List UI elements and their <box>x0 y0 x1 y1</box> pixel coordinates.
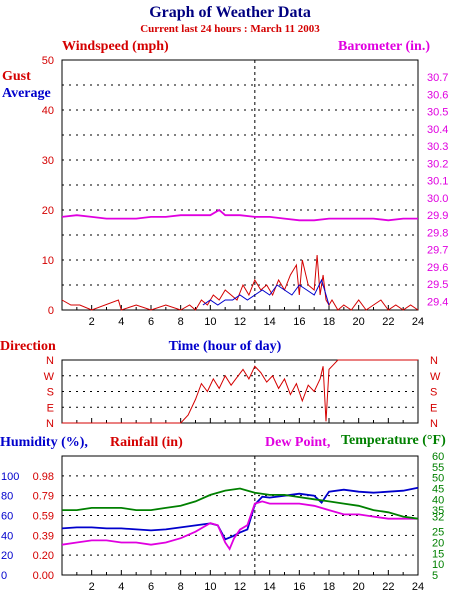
humidity-series <box>61 486 419 541</box>
humidity-y-tick-label: 40 <box>1 530 13 542</box>
temperature-label: Temperature (°F) <box>341 433 446 448</box>
humidity-panel-x-tick-label: 24 <box>412 581 424 593</box>
humidity-y-tick-label: 100 <box>1 471 19 483</box>
humidity-panel-x-tick-label: 22 <box>382 581 394 593</box>
barometer-y-tick-label: 30.1 <box>427 176 448 188</box>
wind-y-tick-label: 30 <box>42 155 54 167</box>
rainfall-y-tick-label: 0.79 <box>33 491 54 503</box>
barometer-y-tick-label: 29.6 <box>427 262 448 274</box>
barometer-y-tick-label: 30.5 <box>427 107 448 119</box>
wind-panel-x-tick-label: 12 <box>234 316 246 328</box>
temperature-series <box>62 487 419 520</box>
temperature-y-tick-label: 45 <box>432 483 444 495</box>
direction-left-tick-label: N <box>46 418 54 430</box>
barometer-label: Barometer (in.) <box>338 39 430 54</box>
rainfall-y-tick-label: 0.98 <box>33 471 54 483</box>
temperature-y-tick-label: 35 <box>432 505 444 517</box>
direction-right-tick-label: E <box>430 402 437 414</box>
humidity-panel-x-tick-label: 4 <box>118 581 124 593</box>
rainfall-label: Rainfall (in) <box>110 435 183 450</box>
wind-panel-x-tick-label: 24 <box>412 316 424 328</box>
direction-right-tick-label: N <box>430 355 438 367</box>
barometer-y-tick-label: 30.6 <box>427 89 448 101</box>
barometer-y-tick-label: 29.7 <box>427 245 448 257</box>
humidity-panel-x-tick-label: 6 <box>148 581 154 593</box>
humidity-panel-x-tick-label: 8 <box>178 581 184 593</box>
wind-panel-x-tick-label: 6 <box>148 316 154 328</box>
humidity-panel-x-tick-label: 10 <box>204 581 216 593</box>
direction-right-tick-label: S <box>430 387 437 399</box>
wind-panel-x-tick-label: 18 <box>323 316 335 328</box>
direction-left-tick-label: S <box>47 387 54 399</box>
direction-right-tick-label: N <box>430 418 438 430</box>
barometer-y-tick-label: 29.9 <box>427 210 448 222</box>
time-axis-label: Time (hour of day) <box>169 339 282 354</box>
humidity-y-tick-label: 20 <box>1 550 13 562</box>
barometer-y-tick-label: 29.4 <box>427 296 448 308</box>
temperature-y-tick-label: 40 <box>432 494 444 506</box>
barometer-y-tick-label: 30.7 <box>427 72 448 84</box>
dewpoint-label: Dew Point, <box>265 435 330 450</box>
wind-panel-x-tick-label: 22 <box>382 316 394 328</box>
gust-legend: Gust <box>2 69 31 84</box>
wind-y-tick-label: 10 <box>42 255 54 267</box>
temperature-y-tick-label: 50 <box>432 473 444 485</box>
humidity-panel-x-tick-label: 12 <box>234 581 246 593</box>
humidity-y-tick-label: 60 <box>1 511 13 523</box>
plot-area: 2 4 6 8 10 12 14 16 18 20 22 240102030405029.429.52… <box>1 55 448 593</box>
temperature-y-tick-label: 55 <box>432 462 444 474</box>
rainfall-y-tick-label: 0.59 <box>33 511 54 523</box>
direction-left-tick-label: N <box>46 355 54 367</box>
temperature-y-tick-label: 5 <box>432 570 438 582</box>
direction-series <box>62 359 418 424</box>
chart-subtitle: Current last 24 hours : March 11 2003 <box>140 23 320 35</box>
wind-panel-x-tick-label: 4 <box>118 316 124 328</box>
humidity-y-tick-label: 80 <box>1 491 13 503</box>
barometer-series <box>61 208 418 222</box>
rainfall-y-tick-label: 0.00 <box>33 570 54 582</box>
direction-left-tick-label: W <box>44 371 55 383</box>
temperature-y-tick-label: 20 <box>432 538 444 550</box>
rainfall-y-tick-label: 0.20 <box>33 550 54 562</box>
temperature-y-tick-label: 25 <box>432 527 444 539</box>
average-series <box>202 278 330 306</box>
wind-y-tick-label: 50 <box>42 55 54 67</box>
direction-label: Direction <box>0 339 56 354</box>
wind-panel-x-tick-label: 10 <box>204 316 216 328</box>
barometer-y-tick-label: 29.8 <box>427 227 448 239</box>
humidity-panel-x-tick-label: 14 <box>264 581 276 593</box>
humidity-panel-x-tick-label: 20 <box>353 581 365 593</box>
wind-y-tick-label: 20 <box>42 205 54 217</box>
wind-panel-x-tick-label: 2 <box>89 316 95 328</box>
humidity-panel-x-tick-label: 2 <box>89 581 95 593</box>
wind-panel-x-tick-label: 8 <box>178 316 184 328</box>
average-legend: Average <box>2 86 51 101</box>
dew-point-series <box>61 500 418 551</box>
wind-y-tick-label: 0 <box>48 305 54 317</box>
wind-y-tick-label: 40 <box>42 105 54 117</box>
barometer-y-tick-label: 29.5 <box>427 279 448 291</box>
wind-panel-x-tick-label: 20 <box>353 316 365 328</box>
humidity-y-tick-label: 0 <box>1 570 7 582</box>
temperature-y-tick-label: 15 <box>432 548 444 560</box>
humidity-label: Humidity (%), <box>0 435 88 450</box>
direction-left-tick-label: E <box>47 402 54 414</box>
barometer-y-tick-label: 30.0 <box>427 193 448 205</box>
chart-title: Graph of Weather Data <box>149 4 311 21</box>
barometer-y-tick-label: 30.2 <box>427 158 448 170</box>
temperature-y-tick-label: 10 <box>432 559 444 571</box>
direction-right-tick-label: W <box>430 371 441 383</box>
windspeed-label: Windspeed (mph) <box>62 39 169 54</box>
humidity-panel-x-tick-label: 18 <box>323 581 335 593</box>
barometer-y-tick-label: 30.4 <box>427 124 448 136</box>
wind-panel-x-tick-label: 14 <box>264 316 276 328</box>
wind-panel-x-tick-label: 16 <box>293 316 305 328</box>
temperature-y-tick-label: 60 <box>432 451 444 463</box>
humidity-panel-x-tick-label: 16 <box>293 581 305 593</box>
temperature-y-tick-label: 32 <box>432 512 444 524</box>
barometer-y-tick-label: 30.3 <box>427 141 448 153</box>
gust-series <box>61 254 419 311</box>
rainfall-y-tick-label: 0.39 <box>33 530 54 542</box>
